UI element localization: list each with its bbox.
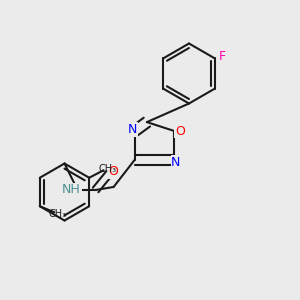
Text: CH₃: CH₃	[49, 209, 67, 219]
Text: F: F	[219, 50, 226, 64]
Text: NH: NH	[62, 184, 81, 196]
Text: O: O	[175, 124, 185, 137]
Text: N: N	[128, 123, 137, 136]
Text: CH₃: CH₃	[98, 164, 116, 174]
Text: N: N	[171, 156, 181, 169]
Text: O: O	[109, 166, 118, 178]
